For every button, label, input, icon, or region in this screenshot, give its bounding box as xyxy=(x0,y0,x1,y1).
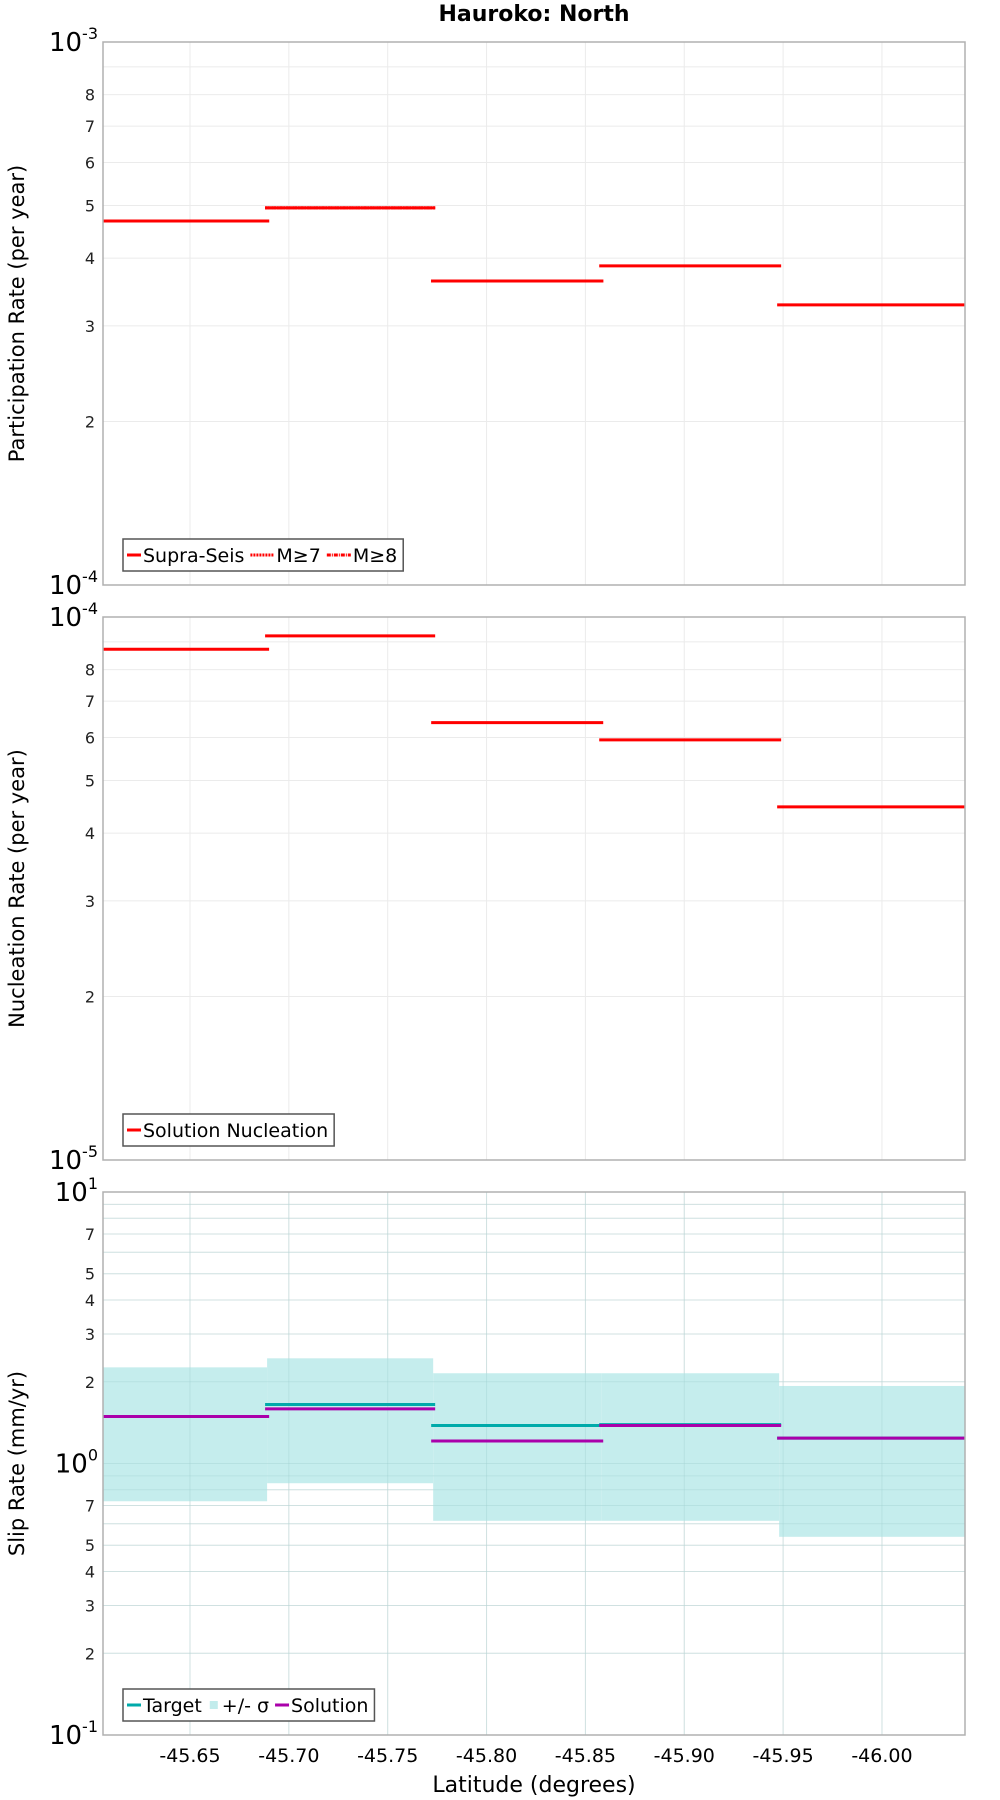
y-tick-label: 5 xyxy=(85,771,95,790)
legend-label: M≥7 xyxy=(276,545,320,567)
y-tick-label: 7 xyxy=(85,117,95,136)
y-tick-label: 2 xyxy=(85,1644,95,1663)
x-tick-label: -45.95 xyxy=(752,1745,813,1767)
sigma-band-segment xyxy=(779,1385,965,1537)
slip-rate-panel: 101 100 10-1 7 5 4 3 2 7 5 4 3 2 Slip Rate (mm/yr) Tar… xyxy=(5,1174,966,1751)
y-axis-label: Slip Rate (mm/yr) xyxy=(5,1371,29,1556)
y-axis-label: Nucleation Rate (per year) xyxy=(5,749,29,1028)
y-tick-label: 6 xyxy=(85,153,95,172)
plot-frame xyxy=(102,41,966,586)
y-tick-label: 4 xyxy=(85,249,95,268)
y-tick-label: 3 xyxy=(85,1596,95,1615)
legend-label: Target xyxy=(142,1695,202,1717)
y-tick-label: 4 xyxy=(85,1291,95,1310)
y-decade-label: 100 xyxy=(55,1446,98,1480)
legend-label: +/- σ xyxy=(222,1695,269,1717)
y-tick-label: 2 xyxy=(85,988,95,1007)
y-tick-label: 2 xyxy=(85,1373,95,1392)
y-tick-label: 8 xyxy=(85,86,95,105)
x-tick-label: -45.80 xyxy=(456,1745,517,1767)
y-tick-label: 3 xyxy=(85,317,95,336)
x-axis-label: Latitude (degrees) xyxy=(432,1773,635,1798)
legend-label: Solution Nucleation xyxy=(143,1120,328,1142)
y-tick-label: 4 xyxy=(85,1563,95,1582)
x-tick-label: -45.75 xyxy=(357,1745,418,1767)
y-decade-label: 10-4 xyxy=(49,567,98,601)
chart-title: Hauroko: North xyxy=(438,2,630,27)
y-tick-label: 8 xyxy=(85,661,95,680)
plot-frame xyxy=(102,616,966,1161)
y-tick-label: 7 xyxy=(85,1225,95,1244)
legend-box xyxy=(122,1113,335,1147)
y-tick-label: 5 xyxy=(85,1265,95,1284)
y-decade-label: 101 xyxy=(55,1174,98,1208)
y-tick-label: 2 xyxy=(85,413,95,432)
y-tick-label: 5 xyxy=(85,196,95,215)
participation-rate-panel: 10-3 10-4 2 3 4 5 6 7 8 Participation Rate (per y… xyxy=(5,24,966,601)
legend: Supra-Seis M≥7 M≥8 xyxy=(122,538,404,572)
legend-label: M≥8 xyxy=(353,545,397,567)
y-decade-label: 10-4 xyxy=(49,599,98,633)
legend-label: Supra-Seis xyxy=(143,545,244,567)
y-decade-label: 10-1 xyxy=(49,1717,98,1751)
x-tick-label: -45.70 xyxy=(258,1745,319,1767)
y-decade-label: 10-5 xyxy=(49,1142,98,1176)
x-tick-label: -45.90 xyxy=(654,1745,715,1767)
sigma-band-segment xyxy=(601,1373,780,1521)
plot-frame xyxy=(102,1191,966,1736)
x-tick-label: -45.85 xyxy=(555,1745,616,1767)
legend-label: Solution xyxy=(291,1695,368,1717)
x-tick-label: -46.00 xyxy=(851,1745,912,1767)
x-tick-label: -45.65 xyxy=(159,1745,220,1767)
x-axis: -45.65 -45.70 -45.75 -45.80 -45.85 -45.90 -45.… xyxy=(159,1745,912,1798)
y-tick-label: 7 xyxy=(85,1497,95,1516)
legend: Solution Nucleation xyxy=(122,1113,335,1147)
y-tick-label: 6 xyxy=(85,728,95,747)
y-tick-label: 7 xyxy=(85,692,95,711)
y-decade-label: 10-3 xyxy=(49,24,98,58)
sigma-band-segment xyxy=(433,1373,602,1521)
y-axis-label: Participation Rate (per year) xyxy=(5,165,29,462)
sigma-band-segment xyxy=(103,1367,268,1502)
nucleation-rate-panel: 10-4 10-5 2 3 4 5 6 7 8 Nucleation Rate (per year… xyxy=(5,599,966,1176)
y-tick-label: 5 xyxy=(85,1536,95,1555)
y-tick-label: 3 xyxy=(85,892,95,911)
y-tick-label: 4 xyxy=(85,824,95,843)
legend-swatch-sigma xyxy=(209,1701,218,1709)
y-tick-label: 3 xyxy=(85,1325,95,1344)
sigma-band-segment xyxy=(267,1358,434,1484)
legend: Target +/- σ Solution xyxy=(122,1688,376,1722)
legend-box xyxy=(122,1688,376,1722)
